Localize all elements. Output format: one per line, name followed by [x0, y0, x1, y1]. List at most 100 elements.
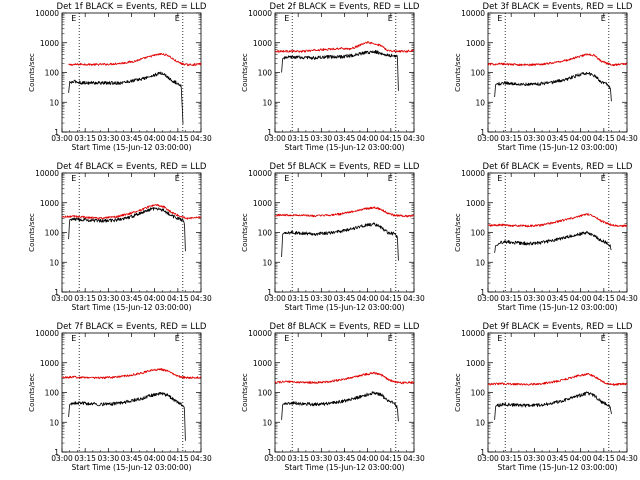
x-tick-label: 04:30 [616, 134, 638, 143]
y-tick-label: 1000 [40, 39, 59, 48]
traces [275, 371, 414, 422]
x-tick-label: 03:00 [264, 454, 286, 463]
time-marker-letter: E [497, 334, 502, 343]
x-tick-label: 03:30 [98, 454, 120, 463]
time-marker-letter: E [388, 174, 393, 183]
lld-series-line [488, 212, 627, 228]
y-tick-label: 10 [475, 98, 485, 107]
x-axis-label: Start Time (15-Jun-12 03:00:00) [285, 143, 405, 152]
y-tick-label: 10000 [35, 329, 59, 338]
y-tick-label: 100 [471, 229, 486, 238]
lld-series-line [275, 41, 414, 53]
x-tick-label: 03:15 [287, 294, 309, 303]
lld-series-line [62, 367, 201, 380]
detector-panel-8: Det 8f BLACK = Events, RED = LLD 03:00 03:… [213, 320, 426, 480]
y-tick-label: 10 [49, 258, 59, 267]
x-tick-label: 04:15 [380, 134, 402, 143]
y-tick-label: 10000 [248, 329, 272, 338]
x-tick-label: 03:30 [311, 134, 333, 143]
y-axis-label: Counts/sec [241, 213, 249, 252]
x-tick-label: 04:00 [357, 134, 379, 143]
chart-title: Det 6f BLACK = Events, RED = LLD [483, 162, 633, 172]
time-marker-letter: E [388, 14, 393, 23]
events-series-line [281, 391, 399, 422]
traces [488, 372, 627, 420]
detector-panel-1: Det 1f BLACK = Events, RED = LLD 03:00 03:… [0, 0, 213, 160]
y-tick-label: 100 [258, 389, 273, 398]
y-tick-label: 10000 [461, 9, 485, 18]
y-axis-label: Counts/sec [454, 53, 462, 92]
y-tick-label: 10 [475, 258, 485, 267]
lld-series-line [275, 371, 414, 385]
time-marker-letter: E [601, 334, 606, 343]
traces [488, 212, 627, 253]
y-tick-label: 1 [267, 128, 272, 137]
x-tick-label: 04:00 [570, 134, 592, 143]
y-tick-label: 10000 [35, 169, 59, 178]
y-tick-label: 10 [49, 98, 59, 107]
x-tick-label: 03:00 [264, 134, 286, 143]
traces [275, 206, 414, 261]
x-tick-label: 04:15 [167, 454, 189, 463]
x-tick-label: 03:30 [98, 294, 120, 303]
y-tick-label: 10000 [461, 329, 485, 338]
x-tick-label: 03:30 [311, 294, 333, 303]
y-axis-label: Counts/sec [28, 373, 36, 412]
x-axis-label: Start Time (15-Jun-12 03:00:00) [498, 463, 618, 472]
x-tick-label: 03:15 [74, 134, 96, 143]
lld-series-line [68, 52, 201, 67]
x-tick-label: 03:15 [74, 294, 96, 303]
detector-panel-4: Det 4f BLACK = Events, RED = LLD 03:00 03:… [0, 160, 213, 320]
x-tick-label: 04:15 [380, 294, 402, 303]
y-tick-label: 1 [480, 128, 485, 137]
x-tick-label: 04:30 [403, 454, 425, 463]
time-marker-letter: E [601, 14, 606, 23]
x-tick-label: 03:00 [51, 134, 73, 143]
y-tick-label: 1 [267, 448, 272, 457]
plot-frame [487, 172, 628, 293]
y-tick-label: 1000 [253, 359, 272, 368]
y-tick-label: 1000 [466, 39, 485, 48]
x-tick-label: 03:00 [477, 454, 499, 463]
time-marker-letter: E [71, 14, 76, 23]
y-tick-label: 1000 [253, 39, 272, 48]
y-tick-label: 10 [262, 98, 272, 107]
detector-panel-7: Det 7f BLACK = Events, RED = LLD 03:00 03:… [0, 320, 213, 480]
x-tick-label: 03:00 [477, 134, 499, 143]
y-tick-label: 1 [54, 288, 59, 297]
events-series-line [68, 207, 186, 252]
x-tick-label: 03:30 [98, 134, 120, 143]
events-series-line [281, 50, 399, 91]
events-series-line [68, 71, 184, 124]
x-tick-label: 03:15 [287, 454, 309, 463]
time-marker-letter: E [497, 174, 502, 183]
x-tick-label: 03:45 [334, 134, 356, 143]
x-tick-label: 03:45 [121, 134, 143, 143]
x-tick-label: 03:45 [547, 134, 569, 143]
x-tick-label: 04:30 [616, 294, 638, 303]
detector-panel-5: Det 5f BLACK = Events, RED = LLD 03:00 03:… [213, 160, 426, 320]
chart-title: Det 9f BLACK = Events, RED = LLD [483, 322, 633, 332]
x-tick-label: 03:30 [311, 454, 333, 463]
y-tick-label: 10 [49, 418, 59, 427]
y-tick-label: 10000 [35, 9, 59, 18]
time-marker-letter: E [175, 174, 180, 183]
x-tick-label: 03:00 [264, 294, 286, 303]
x-tick-label: 04:15 [593, 294, 615, 303]
traces [68, 52, 201, 124]
chart-title: Det 8f BLACK = Events, RED = LLD [270, 322, 420, 332]
x-tick-label: 03:00 [51, 454, 73, 463]
x-tick-label: 03:45 [334, 294, 356, 303]
x-tick-label: 03:45 [547, 294, 569, 303]
time-marker-letter: E [71, 334, 76, 343]
y-axis-label: Counts/sec [241, 373, 249, 412]
y-axis-label: Counts/sec [454, 213, 462, 252]
detector-panel-3: Det 3f BLACK = Events, RED = LLD 03:00 03:… [426, 0, 639, 160]
x-tick-label: 03:30 [524, 454, 546, 463]
x-tick-label: 03:30 [524, 294, 546, 303]
x-tick-label: 04:15 [593, 134, 615, 143]
plot-frame [274, 12, 415, 133]
